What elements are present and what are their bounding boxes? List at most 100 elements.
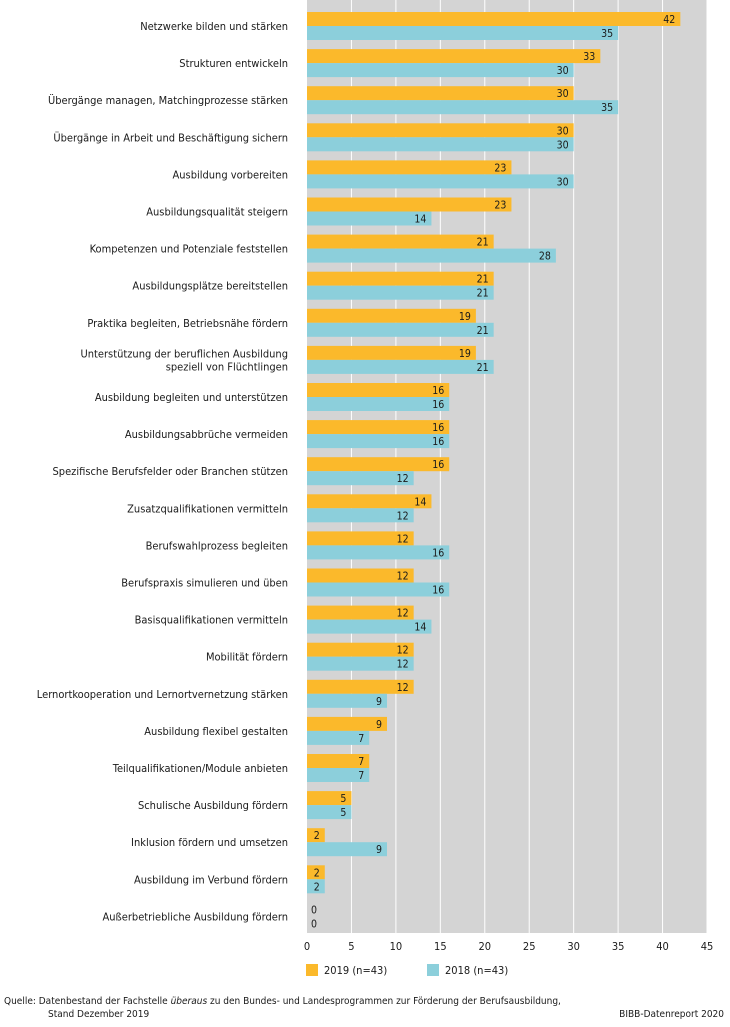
value-label: 23 bbox=[494, 200, 506, 212]
category-label: Basisqualifikationen vermitteln bbox=[135, 614, 288, 627]
category-label: Zusatzqualifikationen vermitteln bbox=[127, 502, 288, 515]
category-label: Mobilität fördern bbox=[206, 651, 288, 664]
bar-2018 bbox=[307, 26, 619, 40]
value-label: 12 bbox=[397, 571, 409, 583]
value-label: 21 bbox=[477, 362, 489, 374]
category-label: Ausbildungsqualität steigern bbox=[146, 206, 288, 219]
category-label: Inklusion fördern und umsetzen bbox=[131, 836, 288, 849]
bar-2018 bbox=[307, 285, 494, 300]
bar-2018 bbox=[307, 842, 387, 857]
value-label: 5 bbox=[340, 793, 346, 805]
value-label: 9 bbox=[376, 719, 382, 731]
value-label: 2 bbox=[314, 881, 320, 893]
value-label: 12 bbox=[397, 510, 409, 522]
legend-label-2019: 2019 (n=43) bbox=[324, 964, 387, 977]
bar-2019 bbox=[307, 754, 370, 768]
bar-2018 bbox=[307, 656, 414, 671]
bar-2018 bbox=[307, 730, 370, 745]
x-tick-label: 45 bbox=[701, 940, 714, 953]
bar-2018 bbox=[307, 322, 494, 337]
value-label: 16 bbox=[432, 436, 444, 448]
source-line2: Stand Dezember 2019 bbox=[48, 1009, 150, 1020]
value-label: 19 bbox=[459, 348, 471, 360]
value-label: 7 bbox=[358, 770, 364, 782]
value-label: 19 bbox=[459, 311, 471, 323]
value-label: 14 bbox=[414, 496, 426, 508]
bar-2018 bbox=[307, 768, 370, 782]
value-label: 30 bbox=[557, 88, 569, 100]
x-tick-label: 30 bbox=[567, 940, 580, 953]
value-label: 35 bbox=[601, 102, 613, 114]
x-axis-ticks: 0 5 10 15 20 25 30 35 40 45 bbox=[304, 940, 713, 953]
bar-2019 bbox=[307, 642, 414, 657]
bar-chart: Netzwerke bilden und stärken Strukturen e… bbox=[37, 0, 713, 977]
value-label: 21 bbox=[477, 288, 489, 300]
bar-2018 bbox=[307, 100, 619, 115]
value-label: 14 bbox=[414, 214, 426, 226]
bar-2019 bbox=[307, 679, 414, 694]
category-labels: Netzwerke bilden und stärken Strukturen e… bbox=[37, 20, 288, 923]
bar-2018 bbox=[307, 545, 450, 560]
value-label: 23 bbox=[494, 162, 506, 174]
value-label: 0 bbox=[311, 904, 317, 916]
bar-2019 bbox=[307, 457, 450, 472]
category-label: Ausbildung im Verbund fördern bbox=[134, 873, 288, 886]
value-label: 12 bbox=[397, 659, 409, 671]
x-tick-label: 40 bbox=[656, 940, 669, 953]
bar-2018 bbox=[307, 693, 387, 708]
value-label: 21 bbox=[477, 325, 489, 337]
category-label: Ausbildung vorbereiten bbox=[173, 168, 289, 181]
bar-2018 bbox=[307, 619, 432, 634]
bar-2019 bbox=[307, 568, 414, 583]
value-label: 12 bbox=[397, 533, 409, 545]
source-italic: überaus bbox=[170, 996, 208, 1007]
category-label: Berufspraxis simulieren und üben bbox=[121, 577, 288, 590]
bar-2019 bbox=[307, 494, 432, 509]
value-label: 14 bbox=[414, 622, 426, 634]
value-label: 12 bbox=[397, 608, 409, 620]
bar-2018 bbox=[307, 211, 432, 226]
value-label: 7 bbox=[358, 756, 364, 768]
category-label: Praktika begleiten, Betriebsnähe fördern bbox=[87, 317, 288, 330]
bar-2019 bbox=[307, 271, 494, 286]
category-label: Übergänge managen, Matchingprozesse stär… bbox=[48, 94, 288, 107]
value-label: 16 bbox=[432, 547, 444, 559]
x-tick-label: 35 bbox=[612, 940, 625, 953]
category-label: Außerbetriebliche Ausbildung fördern bbox=[103, 910, 289, 923]
value-label: 0 bbox=[311, 918, 317, 930]
category-label: Berufswahlprozess begleiten bbox=[146, 539, 288, 552]
bar-2018 bbox=[307, 248, 556, 263]
value-label: 16 bbox=[432, 585, 444, 597]
value-label: 2 bbox=[314, 867, 320, 879]
category-label: Teilqualifikationen/Module anbieten bbox=[112, 762, 288, 775]
category-label: Ausbildungsplätze bereitstellen bbox=[132, 280, 288, 293]
x-tick-label: 10 bbox=[390, 940, 403, 953]
bar-2019 bbox=[307, 308, 476, 323]
bar-2019 bbox=[307, 716, 387, 731]
bar-2019 bbox=[307, 605, 414, 620]
bar-2019 bbox=[307, 828, 325, 843]
category-label: speziell von Flüchtlingen bbox=[166, 360, 288, 373]
bar-2018 bbox=[307, 508, 414, 523]
category-label: Kompetenzen und Potenziale feststellen bbox=[90, 243, 288, 256]
bar-2018 bbox=[307, 63, 574, 78]
bar-2019 bbox=[307, 383, 450, 397]
category-label: Strukturen entwickeln bbox=[179, 57, 288, 70]
value-label: 5 bbox=[340, 807, 346, 819]
value-label: 9 bbox=[376, 844, 382, 856]
category-label: Lernortkooperation und Lernortvernetzung… bbox=[37, 688, 288, 701]
value-label: 21 bbox=[477, 274, 489, 286]
value-label: 12 bbox=[397, 645, 409, 657]
value-label: 35 bbox=[601, 28, 613, 40]
bar-2019 bbox=[307, 12, 681, 26]
bar-2019 bbox=[307, 123, 574, 138]
legend-swatch-2019 bbox=[306, 964, 318, 976]
value-label: 28 bbox=[539, 251, 551, 263]
value-label: 12 bbox=[397, 682, 409, 694]
value-label: 2 bbox=[314, 830, 320, 842]
x-tick-label: 5 bbox=[348, 940, 354, 953]
bar-2018 bbox=[307, 471, 414, 486]
x-tick-label: 25 bbox=[523, 940, 536, 953]
category-label: Spezifische Berufsfelder oder Branchen s… bbox=[53, 465, 289, 478]
x-tick-label: 20 bbox=[478, 940, 491, 953]
